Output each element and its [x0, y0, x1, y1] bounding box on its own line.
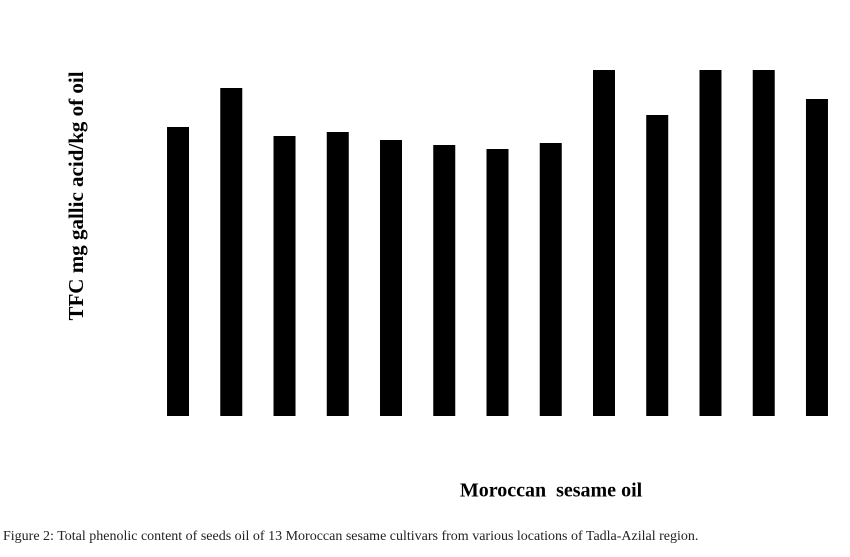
bar: [646, 115, 669, 416]
bar: [433, 145, 456, 416]
bar: [539, 143, 562, 416]
bar: [699, 70, 722, 416]
bar: [592, 70, 615, 416]
bar: [752, 70, 775, 416]
bar: [486, 149, 509, 416]
y-axis-label: TFC mg gallic acid/kg of oil: [64, 71, 88, 320]
bar: [380, 140, 403, 416]
bar: [167, 127, 190, 416]
caption: Figure 2: Total phenolic content of seed…: [3, 529, 698, 544]
bar: [273, 136, 296, 416]
bar: [326, 132, 349, 416]
bar: [805, 99, 828, 416]
bar: [220, 88, 243, 416]
x-axis-label: Moroccan sesame oil: [460, 480, 643, 502]
